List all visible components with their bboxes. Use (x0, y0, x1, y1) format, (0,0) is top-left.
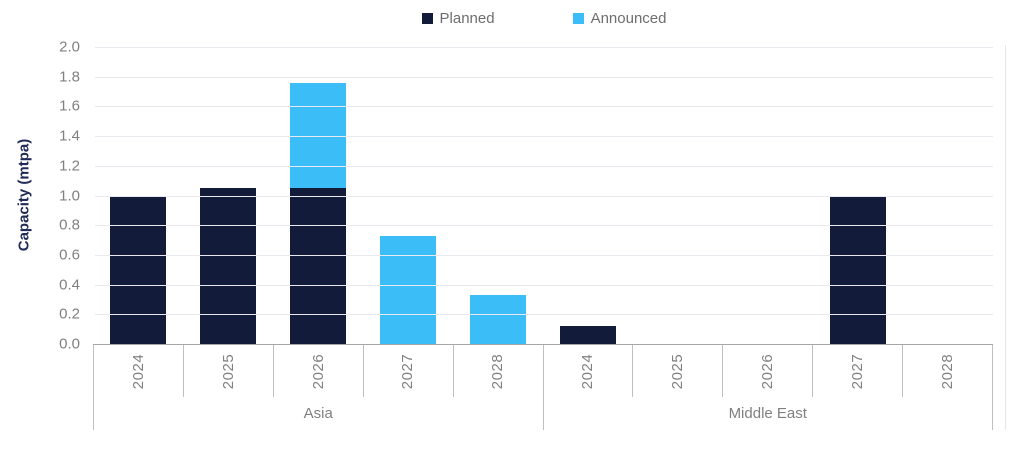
x-axis-group-row: Asia Middle East (93, 397, 993, 430)
bar-stack (560, 326, 616, 344)
bar-stack (470, 295, 526, 344)
y-tick-label: 1.0 (59, 187, 80, 204)
x-tick-cell-middle-east-2026: 2026 (723, 345, 814, 397)
bar-cell-asia-2027 (363, 47, 453, 344)
bar-cells (93, 47, 993, 344)
x-axis-year-row: 2024 2025 2026 2027 2028 2024 2025 2026 2027 2028 (93, 344, 994, 397)
bar-cell-middle-east-2024 (543, 47, 633, 344)
x-tick-cell-middle-east-2024: 2024 (544, 345, 634, 397)
gridline (95, 254, 993, 256)
bar-announced-asia-2026 (290, 82, 346, 189)
x-tick-label: 2026 (759, 353, 777, 389)
x-axis: 2024 2025 2026 2027 2028 2024 2025 2026 2027 2028… (93, 344, 994, 430)
announced-swatch-icon (572, 13, 584, 24)
x-tick-cell-asia-2024: 2024 (93, 345, 184, 397)
x-tick-label: 2025 (669, 353, 687, 389)
bar-stack (290, 82, 346, 344)
x-tick-cell-middle-east-2028: 2028 (903, 345, 994, 397)
y-tick-label: 1.2 (59, 157, 80, 175)
x-tick-label: 2027 (849, 353, 867, 389)
x-tick-cell-asia-2028: 2028 (454, 345, 544, 397)
bar-cell-asia-2028 (453, 47, 543, 344)
y-tick-label: 0.6 (59, 246, 80, 264)
bar-planned-asia-2024 (110, 197, 166, 344)
bar-planned-asia-2026 (290, 188, 346, 344)
gridline (95, 225, 993, 227)
bar-stack (110, 197, 166, 344)
x-tick-label: 2028 (939, 353, 957, 389)
x-tick-cell-middle-east-2025: 2025 (633, 345, 724, 397)
bar-cell-asia-2026 (273, 47, 363, 344)
y-tick-label: 0.0 (59, 335, 80, 353)
gridline (95, 47, 993, 48)
chart-border (1005, 45, 1006, 430)
gridline (95, 314, 993, 316)
legend-label-announced: Announced (590, 10, 667, 27)
planned-swatch-icon (421, 13, 433, 24)
chart-legend: Planned Announced (95, 10, 993, 27)
legend-item-announced: Announced (572, 10, 667, 27)
bar-planned-asia-2025 (200, 188, 256, 344)
y-tick-label: 2.0 (59, 38, 80, 56)
bar-planned-middle-east-2027 (830, 197, 886, 344)
x-tick-label: 2027 (399, 353, 417, 389)
y-tick-label: 1.6 (59, 97, 80, 115)
bar-announced-asia-2028 (470, 295, 526, 344)
y-tick-label: 0.8 (59, 216, 80, 234)
gridline (95, 195, 993, 197)
x-tick-cell-asia-2025: 2025 (184, 345, 274, 397)
gridline (95, 76, 993, 78)
x-tick-label: 2024 (129, 353, 147, 389)
bar-stack (200, 188, 256, 344)
group-label-asia: Asia (93, 397, 544, 430)
x-tick-cell-asia-2026: 2026 (274, 345, 364, 397)
gridline (95, 106, 993, 108)
y-tick-label: 0.2 (59, 305, 80, 323)
bar-announced-asia-2027 (380, 235, 436, 344)
x-tick-label: 2025 (219, 353, 237, 389)
bar-planned-middle-east-2024 (560, 326, 616, 344)
x-tick-cell-middle-east-2027: 2027 (813, 345, 904, 397)
y-tick-label: 1.4 (59, 127, 80, 145)
bar-cell-asia-2025 (183, 47, 273, 344)
x-tick-label: 2028 (489, 353, 507, 389)
gridline (95, 284, 993, 286)
legend-item-planned: Planned (421, 10, 495, 27)
bar-stack (380, 235, 436, 344)
plot-area (95, 47, 993, 344)
y-tick-label: 1.8 (59, 68, 80, 86)
x-tick-cell-asia-2027: 2027 (364, 345, 454, 397)
group-label-middle-east: Middle East (544, 397, 993, 430)
x-tick-label: 2026 (309, 353, 327, 389)
gridline (95, 165, 993, 167)
bar-stack (830, 197, 886, 344)
bar-cell-asia-2024 (93, 47, 183, 344)
bar-cell-middle-east-2027 (813, 47, 903, 344)
gridline (95, 136, 993, 138)
y-tick-label: 0.4 (59, 276, 80, 294)
legend-label-planned: Planned (439, 10, 495, 27)
x-tick-label: 2024 (579, 353, 597, 389)
